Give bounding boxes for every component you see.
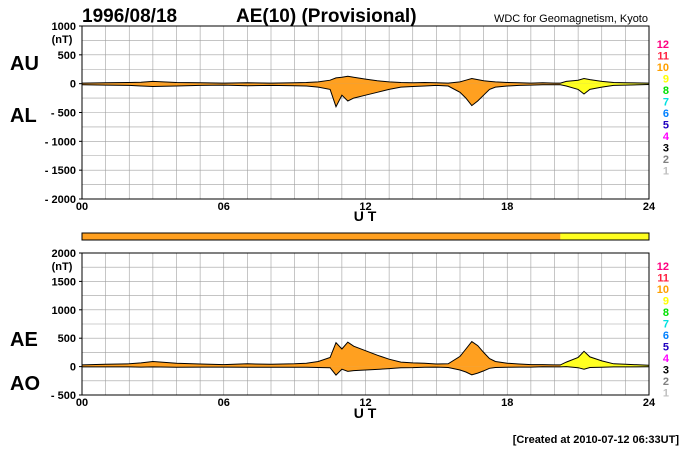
au-al-frame: [81, 25, 650, 200]
au-label: AU: [10, 53, 39, 75]
ae-ao-x-tick-label: 06: [218, 397, 230, 409]
ae-ao-y-tick-label: 500: [58, 333, 76, 345]
au-line: [81, 75, 650, 84]
au-al-station-label: 11: [657, 51, 669, 63]
ae-ao-y-tick-label: 1000: [52, 305, 76, 317]
date-title: 1996/08/18: [82, 6, 177, 27]
au-al-station-label: 9: [663, 74, 669, 86]
ae-area: [82, 341, 649, 367]
ae-ao-station-label: 10: [657, 284, 669, 296]
ae-ao-grid: [82, 253, 649, 395]
au-al-y-tick-label: 0: [70, 79, 76, 91]
ae-ao-x-axis-label: U T: [354, 405, 377, 421]
au-al-station-label: 6: [663, 108, 669, 120]
au-al-station-label: 3: [663, 143, 669, 155]
ae-ao-y-tick-label: 0: [70, 362, 76, 374]
au-al-grid: [82, 26, 649, 199]
ae-ao-x-tick-label: 24: [643, 397, 656, 409]
status-bar-segment: [82, 233, 561, 240]
ao-label: AO: [10, 373, 40, 395]
ae-ao-station-label: 1: [663, 388, 669, 400]
ae-ao-x-tick-label: 18: [501, 397, 513, 409]
ae-ao-y-tick-label: - 500: [51, 390, 76, 402]
ae-ao-y-ticks: 2000 1500 1000 500 0 - 500: [51, 248, 82, 402]
au-al-station-label: 2: [663, 154, 669, 166]
au-al-x-tick-label: 12: [359, 201, 371, 213]
ae-ao-station-label: 7: [663, 319, 669, 331]
created-label: [Created at 2010-07-12 06:33UT]: [513, 434, 680, 446]
ae-line: [81, 340, 650, 366]
ae-ao-station-label: 6: [663, 330, 669, 342]
au-al-y-tick-label: - 500: [51, 108, 76, 120]
au-al-station-label: 5: [663, 120, 669, 132]
au-al-unit: (nT): [52, 34, 73, 46]
au-al-y-tick-label: 1000: [52, 21, 76, 33]
ae-label: AE: [10, 329, 38, 351]
al-label: AL: [10, 105, 37, 127]
status-bar-frame: [81, 232, 650, 241]
au-al-x-tick-label: 06: [218, 201, 230, 213]
au-al-x-tick-label: 24: [643, 201, 656, 213]
ae-ao-station-label: 4: [663, 353, 670, 365]
au-area: [82, 76, 649, 84]
au-al-x-tick-label: 00: [76, 201, 88, 213]
al-line: [81, 84, 650, 108]
ao-line: [82, 366, 650, 376]
ae-ao-x-tick-label: 12: [359, 397, 371, 409]
ae-ao-frame: [81, 252, 650, 396]
au-al-y-ticks: 1000 500 0 - 500 - 1000 - 1500 - 2000: [45, 21, 82, 206]
ae-ao-unit: (nT): [52, 261, 73, 273]
ae-ao-station-label: 8: [663, 307, 669, 319]
ae-ao-station-label: 11: [657, 273, 669, 285]
au-al-y-tick-label: - 1000: [45, 136, 76, 148]
au-al-station-label: 7: [663, 97, 669, 109]
au-al-station-label: 12: [657, 39, 669, 51]
ae-ao-station-label: 5: [663, 342, 669, 354]
au-al-station-label: 1: [663, 166, 669, 178]
au-al-y-tick-label: 500: [58, 50, 76, 62]
ae-ao-y-tick-label: 1500: [52, 276, 76, 288]
au-al-x-ticks: 00 06 12 18 24: [76, 201, 656, 213]
au-al-station-label: 4: [663, 131, 670, 143]
au-al-station-label: 8: [663, 85, 669, 97]
au-al-x-axis-label: U T: [354, 208, 377, 224]
au-al-y-tick-label: - 1500: [45, 165, 76, 177]
au-al-x-tick-label: 18: [501, 201, 513, 213]
ao-area: [82, 366, 649, 376]
index-title: AE(10) (Provisional): [236, 6, 417, 27]
ae-ao-station-label: 12: [657, 261, 669, 273]
ae-ao-station-label: 3: [663, 365, 669, 377]
ae-ao-x-ticks: 00 06 12 18 24: [76, 397, 656, 409]
ae-ao-station-label: 9: [663, 296, 669, 308]
au-al-station-label: 10: [657, 62, 669, 74]
source-label: WDC for Geomagnetism, Kyoto: [494, 13, 648, 25]
au-al-y-tick-label: - 2000: [45, 194, 76, 206]
status-bar-segment: [560, 233, 649, 240]
ae-ao-x-tick-label: 00: [76, 397, 88, 409]
status-bar: [81, 232, 650, 241]
ae-ao-y-tick-label: 2000: [52, 248, 76, 260]
ae-ao-station-label: 2: [663, 376, 669, 388]
